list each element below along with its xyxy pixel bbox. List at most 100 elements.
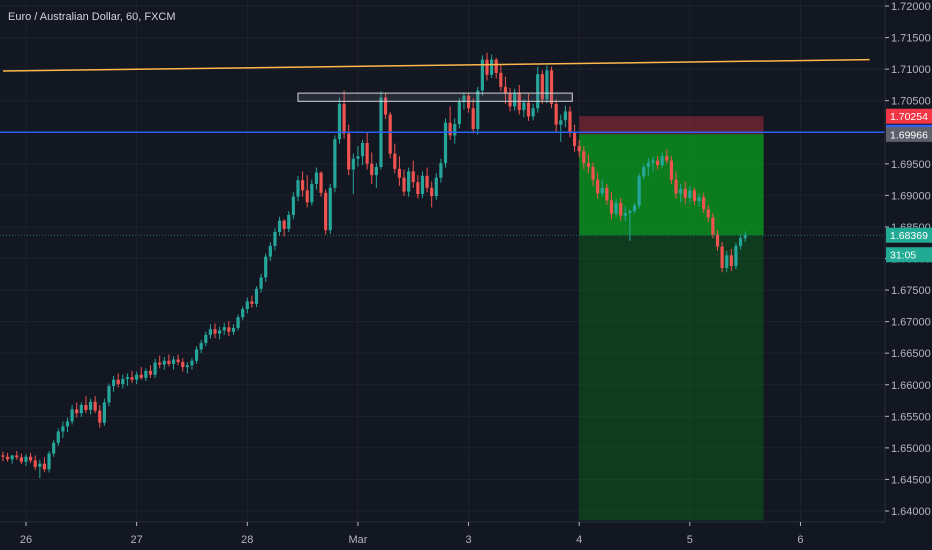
candle-36: [167, 354, 171, 367]
candle-140: [646, 158, 650, 177]
price-tag-2: 1.69966: [886, 126, 932, 142]
candle-68: [314, 167, 319, 190]
candle-body: [176, 359, 180, 363]
candle-body: [5, 456, 10, 460]
candle-body: [10, 455, 14, 460]
take-profit-zone[interactable]: [579, 235, 764, 521]
candle-86: [397, 156, 402, 186]
price-tag-box: [886, 227, 932, 243]
candle-body: [614, 202, 618, 214]
candle-153: [706, 204, 710, 222]
candle-body: [139, 374, 143, 378]
candle-body: [268, 245, 272, 257]
candle-71: [328, 184, 332, 234]
candle-body: [660, 156, 664, 166]
candle-97: [448, 106, 452, 140]
candle-body: [70, 409, 74, 422]
candle-body: [568, 111, 572, 133]
candle-body: [305, 190, 309, 203]
candle-118: [545, 65, 549, 104]
candle-96: [443, 118, 448, 168]
candle-body: [102, 402, 106, 423]
candle-body: [52, 442, 56, 454]
candle-body: [734, 245, 738, 267]
x-tick-label: 3: [465, 534, 471, 546]
candle-body: [439, 163, 443, 178]
candle-body: [181, 362, 185, 368]
candle-body: [471, 108, 475, 130]
candle-body: [476, 90, 480, 130]
trendline[interactable]: [2, 58, 870, 72]
candle-124: [572, 124, 577, 152]
candle-10: [47, 451, 51, 473]
candle-body: [236, 317, 240, 328]
price-tag-box: [886, 247, 932, 263]
candle-63: [291, 192, 295, 220]
candle-146: [674, 171, 678, 199]
candle-20: [93, 396, 97, 414]
candle-body: [185, 365, 189, 368]
drawing-lines[interactable]: [0, 58, 885, 236]
candle-151: [697, 193, 701, 207]
candle-80: [370, 152, 374, 185]
candle-33: [153, 358, 157, 378]
candle-body: [508, 93, 512, 107]
candle-48: [222, 322, 226, 335]
candle-111: [513, 88, 517, 111]
candle-body: [301, 180, 305, 191]
candle-98: [453, 118, 457, 144]
price-tag-4: 31:05: [886, 247, 932, 263]
candle-11: [52, 440, 56, 457]
candle-70: [324, 189, 328, 235]
candle-131: [605, 184, 609, 205]
candle-69: [319, 171, 323, 197]
x-tick-label: 4: [576, 534, 582, 546]
candle-161: [743, 231, 747, 243]
candle-89: [411, 160, 415, 188]
candle-body: [24, 456, 28, 462]
stop-loss-zone[interactable]: [579, 116, 764, 135]
candle-130: [600, 179, 604, 197]
candle-body: [208, 329, 212, 335]
candle-120: [554, 99, 558, 132]
candle-body: [688, 190, 692, 198]
candle-body: [65, 421, 70, 427]
y-tick-label: 1.66000: [891, 380, 931, 392]
candle-7: [33, 455, 37, 470]
candle-26: [121, 374, 125, 389]
x-tick-label: 5: [687, 534, 693, 546]
candle-14: [65, 417, 70, 433]
candle-body: [296, 180, 300, 197]
candle-body: [706, 209, 710, 218]
candle-body: [420, 175, 425, 195]
candle-83: [383, 93, 388, 119]
candle-45: [208, 324, 212, 339]
candle-148: [683, 181, 687, 205]
take-profit-zone-active[interactable]: [579, 134, 764, 236]
candle-body: [632, 205, 637, 212]
candle-body: [33, 460, 37, 467]
candle-body: [651, 160, 655, 163]
candle-60: [277, 216, 282, 236]
candle-67: [310, 179, 314, 206]
candle-body: [360, 142, 365, 157]
candle-32: [148, 365, 153, 378]
candle-82: [379, 91, 383, 170]
candle-body: [545, 70, 549, 100]
candle-85: [393, 143, 397, 174]
candle-body: [61, 426, 65, 432]
position-tool[interactable]: [579, 116, 764, 521]
candle-23: [107, 383, 111, 407]
candle-103: [476, 86, 480, 135]
candle-body: [720, 246, 724, 268]
candle-30: [139, 367, 143, 380]
candle-35: [162, 356, 166, 370]
candle-body: [314, 172, 319, 185]
candle-body: [277, 220, 282, 232]
candle-body: [130, 377, 134, 380]
resistance-box[interactable]: [297, 92, 573, 102]
time-axis[interactable]: 26 27 28 Mar 3 4 5 6: [20, 522, 804, 546]
candle-4: [19, 453, 23, 465]
candle-body: [342, 103, 346, 134]
